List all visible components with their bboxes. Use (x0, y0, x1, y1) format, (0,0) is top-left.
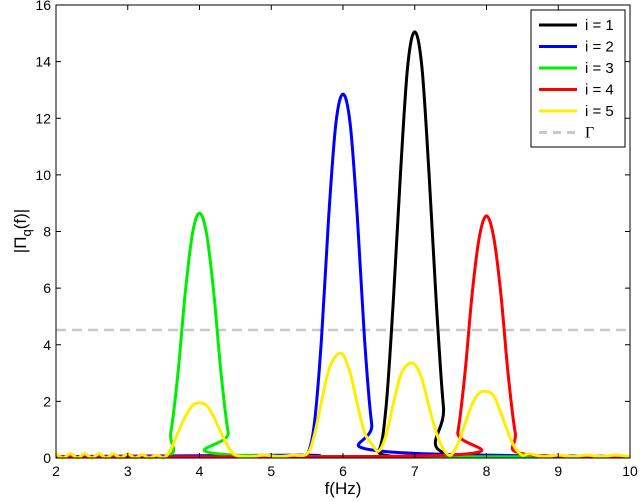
legend-label-4: i = 4 (585, 82, 614, 99)
svg-text:|Πq(f)|: |Πq(f)| (11, 209, 34, 253)
series-line-4 (55, 214, 631, 459)
x-tick-label: 9 (554, 463, 562, 479)
y-tick-label: 14 (35, 54, 51, 70)
y-tick-label: 16 (35, 0, 51, 13)
legend-label-6: Γ (585, 125, 594, 142)
y-axis-label: |Πq(f)| (11, 209, 34, 253)
legend-label-1: i = 1 (585, 17, 614, 34)
y-tick-label: 0 (43, 450, 51, 466)
y-tick-label: 10 (35, 167, 51, 183)
x-tick-label: 6 (339, 463, 347, 479)
legend-box (530, 9, 626, 148)
legend-label-5: i = 5 (585, 103, 614, 120)
y-tick-label: 2 (43, 393, 51, 409)
x-axis-label: f(Hz) (325, 479, 362, 498)
x-tick-label: 3 (124, 463, 132, 479)
legend-label-2: i = 2 (585, 39, 614, 56)
x-tick-label: 8 (483, 463, 491, 479)
series-line-5 (55, 351, 631, 460)
x-tick-label: 10 (622, 463, 638, 479)
x-tick-label: 5 (267, 463, 275, 479)
x-tick-label: 7 (411, 463, 419, 479)
x-tick-label: 4 (196, 463, 204, 479)
y-tick-label: 12 (35, 110, 51, 126)
y-axis-label-tail: (f)| (11, 209, 30, 229)
y-axis-label-main: |Π (11, 237, 30, 254)
x-tick-label: 2 (52, 463, 60, 479)
y-tick-label: 8 (43, 224, 51, 240)
y-tick-label: 6 (43, 280, 51, 296)
legend: i = 1 i = 2 i = 3 i = 4 i = 5 Γ (530, 9, 626, 148)
series-layer (55, 30, 631, 460)
legend-label-3: i = 3 (585, 60, 614, 77)
y-axis-label-sub: q (19, 229, 34, 236)
series-line-3 (55, 211, 631, 459)
y-tick-label: 4 (43, 337, 51, 353)
